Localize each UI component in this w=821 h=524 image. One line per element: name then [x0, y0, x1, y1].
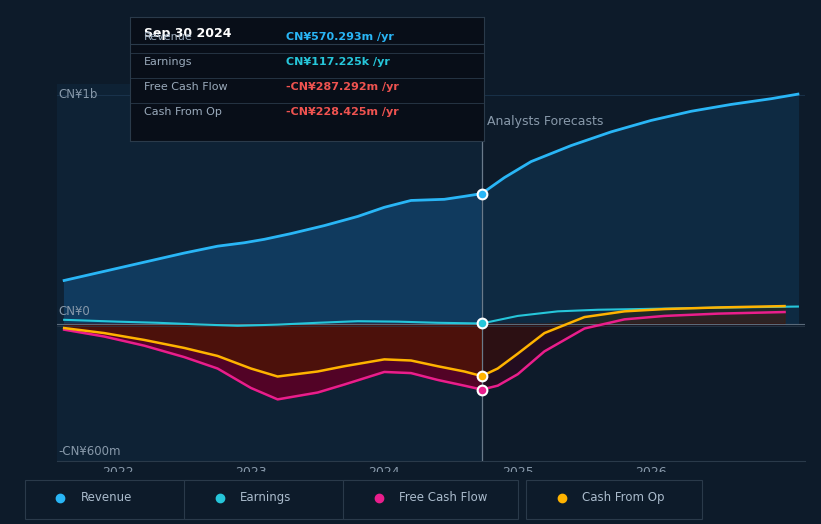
- FancyBboxPatch shape: [343, 480, 518, 519]
- Text: Earnings: Earnings: [240, 492, 291, 504]
- Bar: [482, 84, 805, 461]
- Text: Earnings: Earnings: [144, 57, 192, 67]
- Bar: [57, 84, 482, 461]
- Text: CN¥1b: CN¥1b: [59, 89, 99, 102]
- Text: Revenue: Revenue: [80, 492, 131, 504]
- Text: CN¥570.293m /yr: CN¥570.293m /yr: [286, 32, 393, 42]
- Text: Analysts Forecasts: Analysts Forecasts: [487, 115, 603, 128]
- Text: Past: Past: [450, 115, 476, 128]
- Text: Cash From Op: Cash From Op: [582, 492, 664, 504]
- Text: Cash From Op: Cash From Op: [144, 107, 222, 117]
- Text: CN¥117.225k /yr: CN¥117.225k /yr: [286, 57, 390, 67]
- FancyBboxPatch shape: [184, 480, 359, 519]
- FancyBboxPatch shape: [25, 480, 200, 519]
- Text: -CN¥287.292m /yr: -CN¥287.292m /yr: [286, 82, 399, 92]
- Text: Free Cash Flow: Free Cash Flow: [399, 492, 488, 504]
- Text: CN¥0: CN¥0: [59, 305, 90, 318]
- Text: Revenue: Revenue: [144, 32, 193, 42]
- Text: -CN¥228.425m /yr: -CN¥228.425m /yr: [286, 107, 398, 117]
- Text: Sep 30 2024: Sep 30 2024: [144, 27, 232, 40]
- Text: Free Cash Flow: Free Cash Flow: [144, 82, 227, 92]
- FancyBboxPatch shape: [526, 480, 701, 519]
- Text: -CN¥600m: -CN¥600m: [59, 445, 122, 457]
